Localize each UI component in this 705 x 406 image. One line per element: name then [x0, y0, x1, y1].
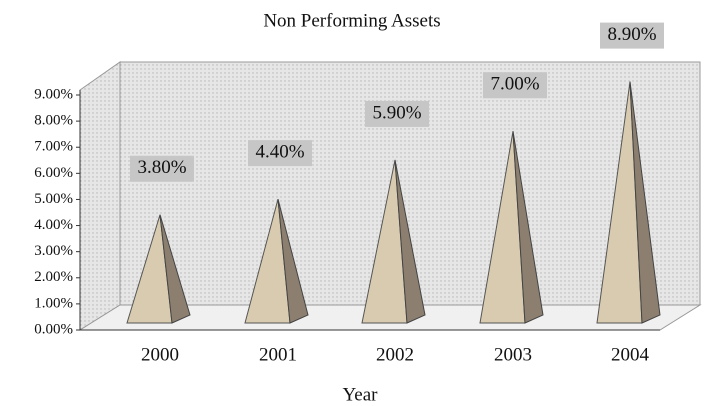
value-label: 4.40% — [255, 141, 304, 162]
x-tick-label: 2002 — [376, 344, 414, 365]
pyramid-side — [512, 131, 544, 324]
pyramid — [596, 81, 661, 324]
pyramid-side — [159, 214, 191, 324]
value-label: 7.00% — [490, 74, 539, 95]
chart-title: Non Performing Assets — [263, 10, 440, 31]
x-tick-label: 2001 — [259, 344, 297, 365]
y-tick-label: 9.00% — [34, 86, 73, 102]
x-tick-label: 2003 — [494, 344, 532, 365]
pyramid — [126, 214, 191, 324]
pyramid-side — [394, 159, 426, 324]
x-tick-label: 2000 — [141, 344, 179, 365]
y-tick-label: 2.00% — [34, 269, 73, 285]
pyramid-side — [277, 198, 309, 324]
y-tick-label: 1.00% — [34, 295, 73, 311]
y-tick-label: 4.00% — [34, 217, 73, 233]
x-axis-title: Year — [342, 384, 378, 405]
value-label-box — [130, 155, 194, 182]
value-label-box — [248, 140, 312, 167]
value-label-box — [365, 100, 429, 127]
value-label-box — [483, 72, 547, 99]
y-tick-label: 3.00% — [34, 243, 73, 259]
pyramid — [479, 131, 544, 324]
value-label: 8.90% — [607, 24, 656, 45]
x-tick-label: 2004 — [611, 344, 650, 365]
y-tick-label: 8.00% — [34, 113, 73, 129]
y-tick-label: 7.00% — [34, 139, 73, 155]
value-label-box — [600, 22, 664, 49]
pyramid-side — [629, 81, 661, 324]
y-tick-label: 0.00% — [34, 321, 73, 337]
y-tick-label: 5.00% — [34, 191, 73, 207]
pyramid — [244, 198, 309, 324]
side-wall — [79, 61, 121, 331]
value-label: 3.80% — [137, 157, 186, 178]
pyramid — [361, 159, 426, 324]
y-tick-label: 6.00% — [34, 165, 73, 181]
value-label: 5.90% — [372, 102, 421, 123]
